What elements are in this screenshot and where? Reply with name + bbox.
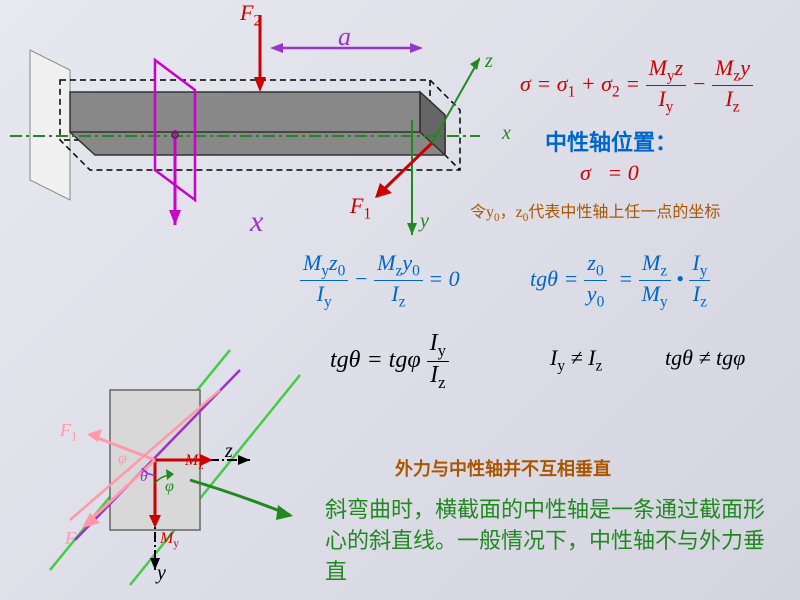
label-z: z	[485, 50, 493, 73]
label-x: x	[502, 122, 511, 145]
equation-sigma-zero: σ = 0	[580, 160, 639, 186]
section-label-y: y	[157, 562, 166, 585]
label-x-big: x	[250, 205, 263, 239]
note-perpendicular: 外力与中性轴并不互相垂直	[395, 455, 611, 481]
conclusion-text: 斜弯曲时，横截面的中性轴是一条通过截面形心的斜直线。一般情况下，中性轴不与外力垂…	[325, 495, 785, 587]
section-label-Mz: Mz	[185, 452, 203, 472]
note-y0-z0: 令y0，z0代表中性轴上任一点的坐标	[470, 198, 720, 224]
section-label-My: My	[160, 530, 179, 550]
beam-diagram	[0, 0, 480, 250]
equation-Iy-ne-Iz: Iy ≠ Iz	[550, 345, 602, 375]
label-F1: F1	[350, 193, 371, 223]
equation-tan-ne: tgθ ≠ tgφ	[665, 345, 745, 371]
section-label-phi2: φ	[165, 478, 174, 496]
section-label-F: F	[65, 528, 76, 549]
equation-sigma-sum: σ = σ1 + σ2 = MyzIy − MzyIz	[520, 55, 753, 117]
equation-tan-theta: tgθ = z0y0 = MzMy • IyIz	[530, 250, 710, 312]
equation-neutral-axis: Myz0Iy − Mzy0Iz = 0	[300, 250, 460, 312]
section-label-F1: F1	[60, 420, 77, 445]
label-F2: F2	[240, 0, 261, 30]
section-label-theta: θ	[140, 468, 148, 486]
label-y: y	[420, 210, 429, 233]
equation-tan-theta-phi: tgθ = tgφ IyIz	[330, 330, 449, 393]
neutral-axis-title: 中性轴位置：	[545, 125, 677, 157]
label-a: a	[338, 22, 351, 52]
section-diagram	[10, 340, 310, 600]
section-label-phi: φ	[118, 450, 127, 468]
section-label-z: z	[225, 440, 233, 463]
